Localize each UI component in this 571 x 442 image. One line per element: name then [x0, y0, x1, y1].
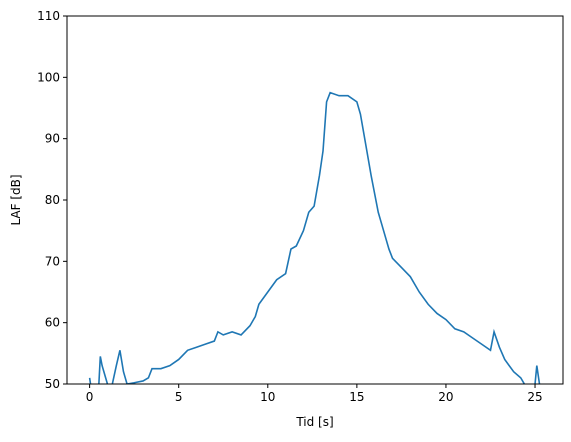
- plot: [88, 91, 541, 384]
- x-tick-label: 10: [260, 390, 275, 404]
- data-line: [88, 91, 541, 384]
- y-tick-label: 90: [45, 132, 60, 146]
- y-tick-label: 50: [45, 377, 60, 391]
- y-tick-label: 100: [37, 70, 60, 84]
- y-tick-label: 80: [45, 193, 60, 207]
- x-tick-label: 25: [527, 390, 542, 404]
- x-tick-label: 5: [175, 390, 183, 404]
- x-tick-label: 0: [86, 390, 94, 404]
- x-axis-label: Tid [s]: [295, 415, 333, 429]
- x-tick-label: 15: [349, 390, 364, 404]
- y-tick-label: 110: [37, 9, 60, 23]
- y-tick-label: 70: [45, 254, 60, 268]
- x-tick-label: 20: [438, 390, 453, 404]
- y-tick-label: 60: [45, 316, 60, 330]
- y-axis-label: LAF [dB]: [9, 174, 23, 225]
